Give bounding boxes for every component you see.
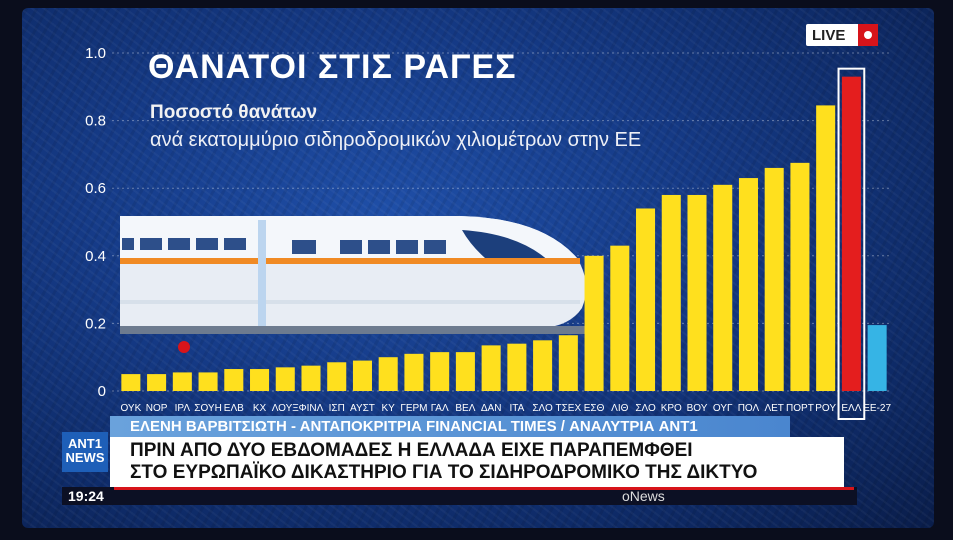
bar-ΚΡΟ (661, 194, 681, 391)
bar-ΠΟΡΤ (790, 162, 810, 391)
bar-ΓΑΛ (430, 352, 450, 391)
bar-ΕΛΒ (224, 369, 244, 391)
x-tick-label: ΙΣΠ (329, 403, 345, 414)
live-label: LIVE (812, 26, 846, 44)
x-tick-label: ΣΛΟ (532, 403, 553, 414)
bar-ΝΟΡ (147, 374, 167, 391)
x-tick-label: ΔΑΝ (481, 403, 502, 414)
x-tick-label: ΕΛΒ (224, 403, 244, 414)
bar-ΣΛΟ (636, 208, 656, 391)
ticker-accent (114, 487, 854, 490)
bar-ΛΟΥΞ (275, 367, 295, 391)
bar-ΕΛΛ (841, 76, 861, 391)
bar-ΙΡΛ (172, 372, 192, 391)
bar-ΒΟΥ (687, 194, 707, 391)
bar-ΣΛΟ (533, 340, 553, 391)
x-tick-label: ΕΛΛ (841, 403, 861, 414)
bar-ΑΥΣΤ (352, 360, 372, 391)
x-tick-label: ΒΟΥ (687, 403, 708, 414)
tv-screen: ΟΥΚ ΝΟΡ ΙΡΛ ΣΟΥΗ ΕΛΒ ΚΧ ΛΟΥΞ ΦΙΝΛ ΙΣΠ ΑΥΣΤ ΚΥ ΓΕΡΜ Γ… (22, 8, 934, 528)
x-tick-label: ΝΟΡ (146, 403, 168, 414)
x-tick-label: ΠΟΛ (738, 403, 760, 414)
bar-ΡΟΥ (816, 105, 836, 391)
chart-subtitle: ανά εκατομμύριο σιδηροδρομικών χιλιομέτρ… (150, 129, 642, 151)
bar-ΛΙΘ (610, 245, 630, 391)
y-tick-label: 0 (98, 383, 106, 400)
logo-line2: NEWS (65, 450, 105, 465)
logo-line1: ANT1 (68, 436, 102, 451)
x-tick-label: ΤΣΕΧ (556, 403, 582, 414)
record-dot-icon (864, 31, 872, 39)
chart-title: ΘΑΝΑΤΟΙ ΣΤΙΣ ΡΑΓΕΣ (148, 48, 517, 86)
bar-ΣΟΥΗ (198, 372, 218, 391)
x-tick-label: ΦΙΝΛ (299, 403, 324, 414)
bar-ΓΕΡΜ (404, 353, 424, 391)
y-tick-label: 0.8 (85, 113, 106, 130)
headline-line1: ΠΡΙΝ ΑΠΟ ΔΥΟ ΕΒΔΟΜΑΔΕΣ Η ΕΛΛΑΔΑ ΕΙΧΕ ΠΑΡ… (130, 440, 693, 461)
highlight-frame (837, 67, 866, 420)
channel-logo: ANT1 NEWS (62, 432, 108, 472)
x-tick-label: ΚΥ (382, 403, 396, 414)
bar-ΕΕ-27 (867, 325, 887, 391)
x-tick-label: ΒΕΛ (455, 403, 475, 414)
bar-ΤΣΕΧ (558, 335, 578, 391)
clock: 19:24 (68, 488, 104, 504)
x-tick-label: ΛΕΤ (764, 403, 783, 414)
x-tick-label: ΣΟΥΗ (194, 403, 222, 414)
x-tick-label: ΙΤΑ (509, 403, 524, 414)
bar-ΚΧ (250, 369, 270, 391)
bar-ΟΥΓ (713, 184, 733, 391)
bar-ΙΣΠ (327, 362, 347, 391)
x-tick-label: ΟΥΚ (120, 403, 141, 414)
x-tick-label: ΟΥΓ (713, 403, 733, 414)
x-tick-label: ΚΧ (253, 403, 267, 414)
bar-ΚΥ (378, 357, 398, 391)
x-tick-label: ΠΟΡΤ (786, 403, 814, 414)
x-tick-label: ΕΣΘ (584, 403, 605, 414)
bar-chart: ΟΥΚ ΝΟΡ ΙΡΛ ΣΟΥΗ ΕΛΒ ΚΧ ΛΟΥΞ ΦΙΝΛ ΙΣΠ ΑΥΣΤ ΚΥ ΓΕΡΜ Γ… (85, 45, 891, 420)
x-tick-label: ΑΥΣΤ (350, 403, 375, 414)
x-tick-label: ΓΕΡΜ (400, 403, 427, 414)
ticker-bar: 19:24 oNews (62, 487, 857, 505)
x-tick-label: ΡΟΥ (815, 403, 836, 414)
x-tick-label: ΙΡΛ (175, 403, 191, 414)
bar-ΛΕΤ (764, 167, 784, 391)
train-illustration (120, 216, 590, 353)
bar-ΙΤΑ (507, 343, 527, 391)
x-tick-label: ΚΡΟ (661, 403, 682, 414)
x-tick-label: ΕΕ-27 (863, 403, 891, 414)
x-tick-label: ΣΛΟ (635, 403, 656, 414)
y-tick-label: 0.2 (85, 315, 106, 332)
live-badge: LIVE (806, 24, 878, 46)
bar-ΟΥΚ (121, 374, 141, 391)
news-headline: ΠΡΙΝ ΑΠΟ ΔΥΟ ΕΒΔΟΜΑΔΕΣ Η ΕΛΛΑΔΑ ΕΙΧΕ ΠΑΡ… (110, 437, 844, 487)
x-tick-label: ΛΟΥΞ (272, 403, 300, 414)
chart-subtitle-bold: Ποσοστό θανάτων (150, 102, 318, 123)
y-tick-label: 0.4 (85, 248, 106, 265)
bar-ΕΣΘ (584, 255, 604, 391)
live-indicator (858, 24, 878, 46)
bar-ΒΕΛ (455, 352, 475, 391)
y-tick-label: 0.6 (85, 180, 106, 197)
y-tick-label: 1.0 (85, 45, 106, 62)
bar-ΠΟΛ (738, 178, 758, 391)
speaker-caption: ΕΛΕΝΗ ΒΑΡΒΙΤΣΙΩΤΗ - ΑΝΤΑΠΟΚΡΙΤΡΙΑ FINANC… (110, 416, 790, 437)
bar-ΦΙΝΛ (301, 365, 321, 391)
x-tick-label: ΛΙΘ (611, 403, 628, 414)
headline-line2: ΣΤΟ ΕΥΡΩΠΑΪΚΟ ΔΙΚΑΣΤΗΡΙΟ ΓΙΑ ΤΟ ΣΙΔΗΡΟΔΡ… (130, 462, 758, 483)
x-tick-label: ΓΑΛ (431, 403, 449, 414)
bar-ΔΑΝ (481, 345, 501, 391)
brand-label: oNews (622, 488, 665, 504)
